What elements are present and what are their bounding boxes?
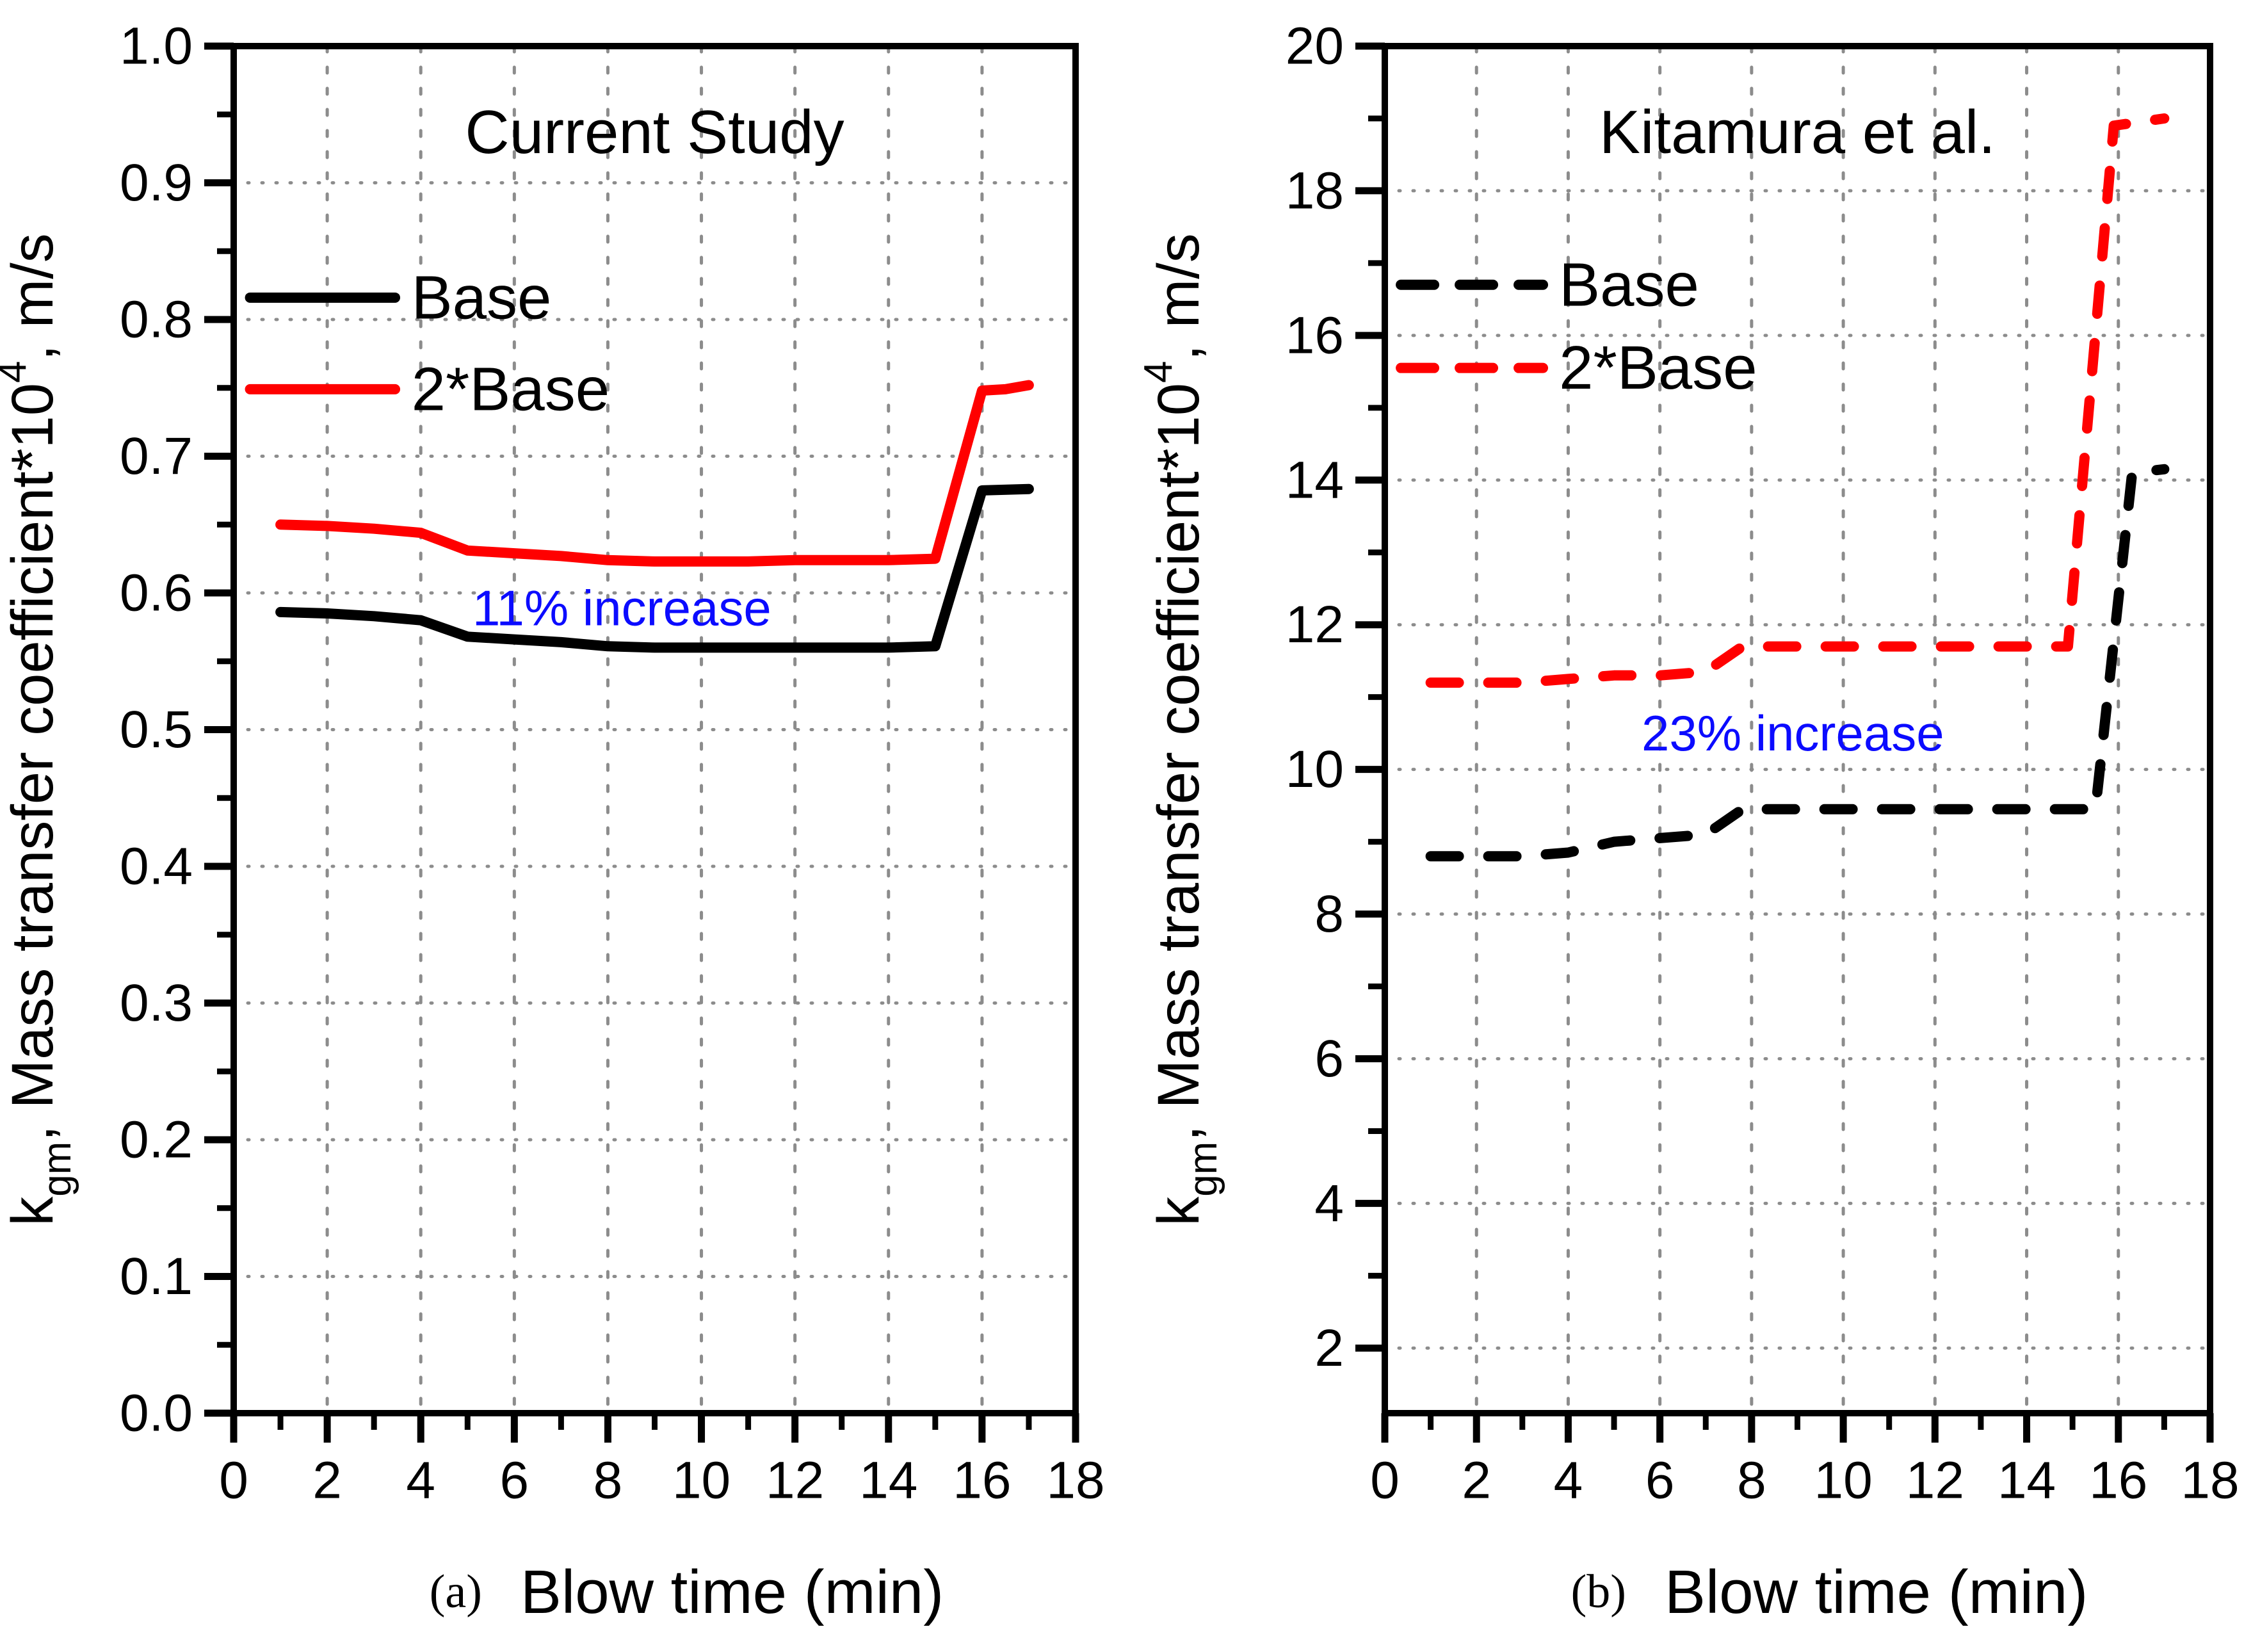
legend-label: Base xyxy=(412,263,552,332)
x-tick-label: 4 xyxy=(406,1452,435,1510)
y-tick-label: 6 xyxy=(1314,1030,1344,1088)
y-tick-label: 1.0 xyxy=(120,17,193,76)
x-axis-caption-b: (b) Blow time (min) xyxy=(1571,1558,2088,1626)
series-a-2-base xyxy=(275,380,1034,567)
y-tick-label: 0.6 xyxy=(120,564,193,622)
y-tick-label: 10 xyxy=(1286,740,1344,798)
y-tick-label: 2 xyxy=(1314,1319,1344,1377)
x-tick-label: 2 xyxy=(312,1452,342,1510)
legend-label: Base xyxy=(1559,250,1699,319)
x-tick-label: 8 xyxy=(1737,1452,1766,1510)
x-tick-label: 0 xyxy=(1370,1452,1400,1510)
y-tick-label: 16 xyxy=(1286,306,1344,364)
x-axis-caption-a: (a) Blow time (min) xyxy=(430,1558,944,1626)
x-tick-label: 2 xyxy=(1462,1452,1491,1510)
y-tick-label: 0.9 xyxy=(120,154,193,212)
panel-a: 0 2 4 6 8 10 12 14 16 18 0.0 0.1 0.2 0.3 0.4 0.5 0.6 0.7 0… xyxy=(0,17,1105,1626)
y-tick-label: 0.0 xyxy=(120,1384,193,1443)
y-tick-label: 0.7 xyxy=(120,427,193,485)
x-tick-label: 12 xyxy=(766,1452,824,1510)
x-tick-label: 4 xyxy=(1554,1452,1583,1510)
x-tick-label: 16 xyxy=(2089,1452,2147,1510)
series-a-base xyxy=(275,483,1034,653)
y-axis-label-a: kgm, Mass transfer coefficient*104, m/s xyxy=(0,233,79,1226)
gridlines-a xyxy=(232,44,1078,1415)
gridlines-b xyxy=(1383,44,2212,1415)
y-tick-label: 0.8 xyxy=(120,291,193,349)
panel-title-a: Current Study xyxy=(465,98,844,166)
annotation-a: 11% increase xyxy=(472,579,771,636)
y-tick-label: 18 xyxy=(1286,161,1344,220)
x-tick-label: 0 xyxy=(219,1452,248,1510)
annotation-b: 23% increase xyxy=(1642,705,1944,761)
legend-a: Base 2*Base xyxy=(245,263,610,423)
ticks-b: 0 2 4 6 8 10 12 14 16 18 2 4 6 8 10 12 14 16 18 20 xyxy=(1286,17,2240,1510)
y-tick-label: 0.5 xyxy=(120,700,193,759)
y-tick-label: 12 xyxy=(1286,595,1344,654)
y-tick-label: 0.2 xyxy=(120,1111,193,1169)
x-tick-label: 18 xyxy=(1046,1452,1104,1510)
legend-label: 2*Base xyxy=(412,355,610,423)
series-b-base xyxy=(1425,464,2170,862)
legend-label: 2*Base xyxy=(1559,334,1757,402)
panel-b: 0 2 4 6 8 10 12 14 16 18 2 4 6 8 10 12 14 16 18 20 Kitamura … xyxy=(1136,17,2240,1626)
x-tick-label: 14 xyxy=(1998,1452,2056,1510)
y-axis-label-b: kgm, Mass transfer coefficient*104, m/s xyxy=(1136,233,1225,1226)
y-tick-label: 0.3 xyxy=(120,974,193,1032)
y-tick-label: 0.1 xyxy=(120,1247,193,1306)
x-tick-label: 12 xyxy=(1906,1452,1964,1510)
ticks-a: 0 2 4 6 8 10 12 14 16 18 0.0 0.1 0.2 0.3 0.4 0.5 0.6 0.7 0… xyxy=(120,17,1105,1510)
x-tick-label: 18 xyxy=(2181,1452,2239,1510)
panel-title-b: Kitamura et al. xyxy=(1599,98,1996,166)
x-tick-label: 6 xyxy=(1645,1452,1675,1510)
series-b-2-base xyxy=(1425,113,2170,688)
x-tick-label: 10 xyxy=(672,1452,730,1510)
x-tick-label: 16 xyxy=(953,1452,1011,1510)
y-tick-label: 20 xyxy=(1286,17,1344,76)
x-tick-label: 10 xyxy=(1814,1452,1873,1510)
y-tick-label: 8 xyxy=(1314,885,1344,943)
x-tick-label: 6 xyxy=(500,1452,529,1510)
x-tick-label: 14 xyxy=(859,1452,917,1510)
x-tick-label: 8 xyxy=(593,1452,623,1510)
y-tick-label: 0.4 xyxy=(120,838,193,896)
y-tick-label: 14 xyxy=(1286,451,1344,509)
y-tick-label: 4 xyxy=(1314,1174,1344,1233)
legend-b: Base 2*Base xyxy=(1396,250,1757,402)
